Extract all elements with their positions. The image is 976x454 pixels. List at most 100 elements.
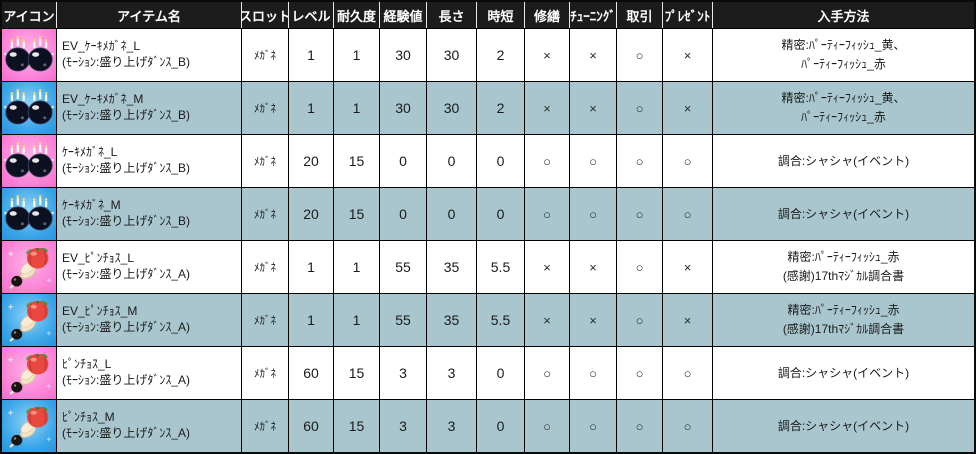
- tuning-flag: ○: [570, 135, 617, 187]
- obtain-method: 調合:シャシャ(イベント): [777, 418, 910, 433]
- length-value: 0: [427, 135, 477, 187]
- item-name: ｹｰｷﾒｶﾞﾈ_M: [62, 198, 121, 213]
- length-value: 30: [427, 82, 477, 134]
- item-name-cell: ｹｰｷﾒｶﾞﾈ_M (ﾓｰｼｮﾝ:盛り上げﾀﾞﾝｽ_B): [57, 188, 242, 240]
- obtain-method: 調合:シャシャ(イベント): [777, 365, 910, 380]
- level-value: 1: [289, 29, 334, 81]
- repair-flag: ○: [525, 188, 570, 240]
- pinchos-icon: [2, 294, 56, 346]
- repair-flag: ×: [525, 82, 570, 134]
- cake-glasses-icon: [2, 29, 56, 81]
- table-row: EV_ｹｰｷﾒｶﾞﾈ_L (ﾓｰｼｮﾝ:盛り上げﾀﾞﾝｽ_B) ﾒｶﾞﾈ 1 1…: [2, 28, 974, 81]
- length-value: 30: [427, 29, 477, 81]
- obtain-method: 調合:シャシャ(イベント): [777, 206, 910, 221]
- item-name: EV_ﾋﾟﾝﾁｮｽ_M: [62, 304, 138, 319]
- trade-flag: ○: [617, 188, 663, 240]
- slot-value: ﾒｶﾞﾈ: [242, 347, 289, 399]
- item-icon-cell: [2, 400, 57, 452]
- repair-flag: ×: [525, 241, 570, 293]
- table-row: EV_ﾋﾟﾝﾁｮｽ_L (ﾓｰｼｮﾝ:盛り上げﾀﾞﾝｽ_A) ﾒｶﾞﾈ 1 1 …: [2, 240, 974, 293]
- item-icon-cell: [2, 135, 57, 187]
- time-reduction-value: 0: [477, 135, 525, 187]
- item-name-cell: EV_ﾋﾟﾝﾁｮｽ_L (ﾓｰｼｮﾝ:盛り上げﾀﾞﾝｽ_A): [57, 241, 242, 293]
- durability-value: 15: [334, 188, 380, 240]
- trade-flag: ○: [617, 29, 663, 81]
- column-header-icon: アイコン: [2, 2, 57, 28]
- length-value: 35: [427, 294, 477, 346]
- item-motion: (ﾓｰｼｮﾝ:盛り上げﾀﾞﾝｽ_B): [62, 214, 191, 228]
- time-reduction-value: 5.5: [477, 294, 525, 346]
- level-value: 20: [289, 188, 334, 240]
- column-header-length: 長さ: [427, 2, 477, 28]
- time-reduction-value: 0: [477, 400, 525, 452]
- tuning-flag: ○: [570, 400, 617, 452]
- item-icon-cell: [2, 347, 57, 399]
- present-flag: ○: [663, 347, 713, 399]
- item-icon-cell: [2, 294, 57, 346]
- durability-value: 1: [334, 29, 380, 81]
- column-header-repair: 修繕: [525, 2, 570, 28]
- pinchos-icon: [2, 400, 56, 452]
- trade-flag: ○: [617, 400, 663, 452]
- time-reduction-value: 0: [477, 347, 525, 399]
- item-motion: (ﾓｰｼｮﾝ:盛り上げﾀﾞﾝｽ_B): [62, 55, 191, 69]
- repair-flag: ○: [525, 347, 570, 399]
- item-name-cell: ﾋﾟﾝﾁｮｽ_L (ﾓｰｼｮﾝ:盛り上げﾀﾞﾝｽ_A): [57, 347, 242, 399]
- length-value: 0: [427, 188, 477, 240]
- slot-value: ﾒｶﾞﾈ: [242, 241, 289, 293]
- length-value: 35: [427, 241, 477, 293]
- item-name-cell: EV_ﾋﾟﾝﾁｮｽ_M (ﾓｰｼｮﾝ:盛り上げﾀﾞﾝｽ_A): [57, 294, 242, 346]
- present-flag: ○: [663, 188, 713, 240]
- item-name: ﾋﾟﾝﾁｮｽ_M: [62, 410, 115, 425]
- table-row: ﾋﾟﾝﾁｮｽ_M (ﾓｰｼｮﾝ:盛り上げﾀﾞﾝｽ_A) ﾒｶﾞﾈ 60 15 3…: [2, 399, 974, 452]
- present-flag: ○: [663, 400, 713, 452]
- durability-value: 15: [334, 400, 380, 452]
- table-row: ｹｰｷﾒｶﾞﾈ_L (ﾓｰｼｮﾝ:盛り上げﾀﾞﾝｽ_B) ﾒｶﾞﾈ 20 15 …: [2, 134, 974, 187]
- repair-flag: ○: [525, 400, 570, 452]
- slot-value: ﾒｶﾞﾈ: [242, 400, 289, 452]
- slot-value: ﾒｶﾞﾈ: [242, 135, 289, 187]
- column-header-present: ﾌﾟﾚｾﾞﾝﾄ: [663, 2, 713, 28]
- column-header-durability: 耐久度: [334, 2, 380, 28]
- length-value: 3: [427, 400, 477, 452]
- column-header-slot: スロット: [242, 2, 289, 28]
- item-motion: (ﾓｰｼｮﾝ:盛り上げﾀﾞﾝｽ_A): [62, 320, 191, 334]
- exp-value: 30: [380, 29, 427, 81]
- present-flag: ○: [663, 135, 713, 187]
- exp-value: 0: [380, 135, 427, 187]
- durability-value: 1: [334, 241, 380, 293]
- item-name: EV_ｹｰｷﾒｶﾞﾈ_L: [62, 39, 141, 54]
- item-name-cell: EV_ｹｰｷﾒｶﾞﾈ_L (ﾓｰｼｮﾝ:盛り上げﾀﾞﾝｽ_B): [57, 29, 242, 81]
- item-name: ｹｰｷﾒｶﾞﾈ_L: [62, 145, 118, 160]
- durability-value: 15: [334, 347, 380, 399]
- trade-flag: ○: [617, 347, 663, 399]
- obtain-method: 調合:シャシャ(イベント): [777, 153, 910, 168]
- item-icon-cell: [2, 82, 57, 134]
- time-reduction-value: 0: [477, 188, 525, 240]
- column-header-item-name: アイテム名: [57, 2, 242, 28]
- item-name: EV_ﾋﾟﾝﾁｮｽ_L: [62, 251, 135, 266]
- item-motion: (ﾓｰｼｮﾝ:盛り上げﾀﾞﾝｽ_B): [62, 108, 191, 122]
- column-header-trade: 取引: [617, 2, 663, 28]
- trade-flag: ○: [617, 82, 663, 134]
- exp-value: 0: [380, 188, 427, 240]
- level-value: 20: [289, 135, 334, 187]
- tuning-flag: ×: [570, 294, 617, 346]
- obtain-method: 精密:ﾊﾟｰﾃｨｰﾌｨｯｼｭ_黄、 ﾊﾟｰﾃｨｰﾌｨｯｼｭ_赤: [781, 91, 906, 124]
- cake-glasses-icon: [2, 82, 56, 134]
- present-flag: ×: [663, 294, 713, 346]
- item-name: ﾋﾟﾝﾁｮｽ_L: [62, 357, 112, 372]
- item-icon-cell: [2, 188, 57, 240]
- present-flag: ×: [663, 82, 713, 134]
- exp-value: 30: [380, 82, 427, 134]
- trade-flag: ○: [617, 135, 663, 187]
- column-header-tuning: ﾁｭｰﾆﾝｸﾞ: [570, 2, 617, 28]
- table-row: EV_ｹｰｷﾒｶﾞﾈ_M (ﾓｰｼｮﾝ:盛り上げﾀﾞﾝｽ_B) ﾒｶﾞﾈ 1 1…: [2, 81, 974, 134]
- slot-value: ﾒｶﾞﾈ: [242, 82, 289, 134]
- level-value: 60: [289, 347, 334, 399]
- present-flag: ×: [663, 29, 713, 81]
- table-row: ﾋﾟﾝﾁｮｽ_L (ﾓｰｼｮﾝ:盛り上げﾀﾞﾝｽ_A) ﾒｶﾞﾈ 60 15 3…: [2, 346, 974, 399]
- repair-flag: ×: [525, 294, 570, 346]
- item-motion: (ﾓｰｼｮﾝ:盛り上げﾀﾞﾝｽ_A): [62, 373, 191, 387]
- column-header-obtain-method: 入手方法: [817, 8, 870, 24]
